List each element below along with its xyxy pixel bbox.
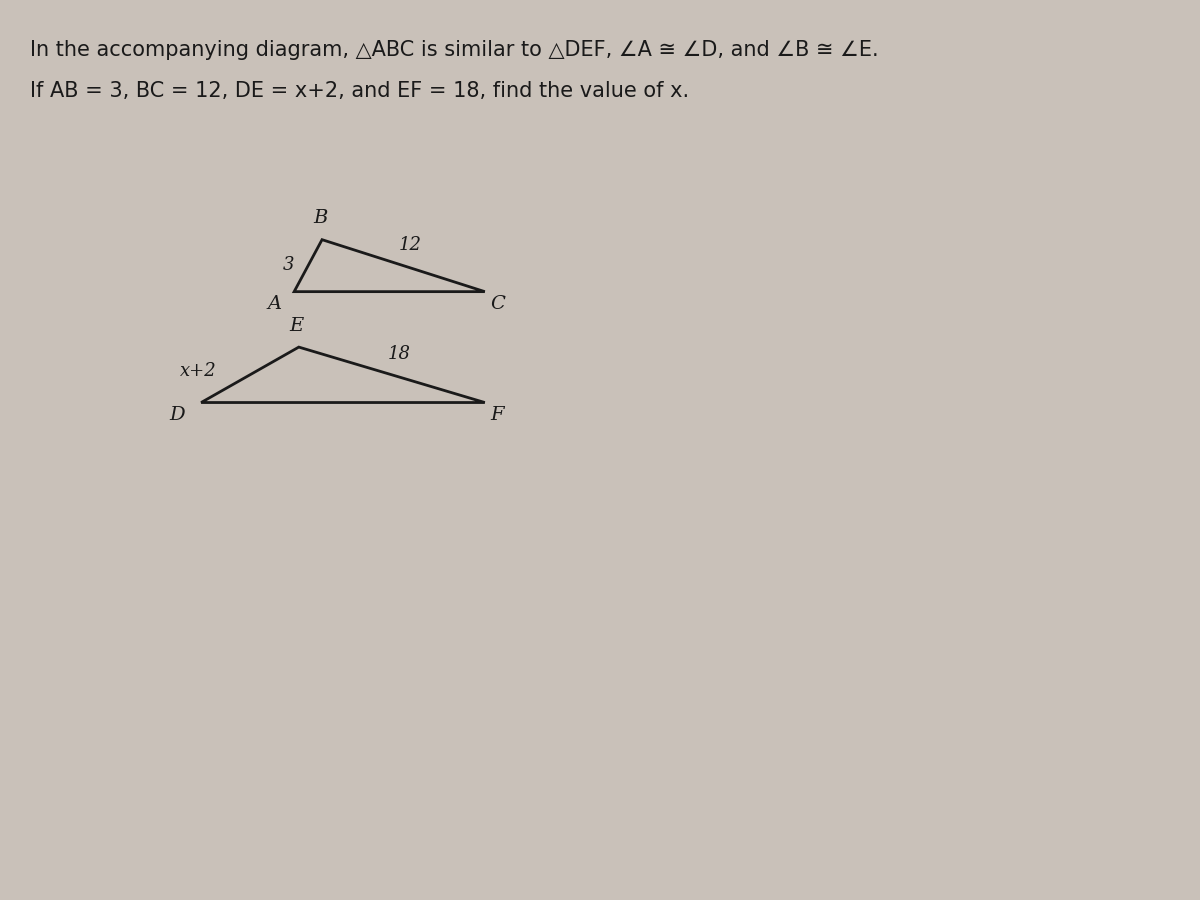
Text: D: D	[169, 406, 185, 424]
Text: x+2: x+2	[180, 363, 217, 381]
Text: B: B	[313, 209, 328, 227]
Text: If AB = 3, BC = 12, DE = x+2, and EF = 18, find the value of x.: If AB = 3, BC = 12, DE = x+2, and EF = 1…	[30, 81, 689, 101]
Text: 12: 12	[398, 236, 422, 254]
Text: A: A	[268, 295, 282, 313]
Text: C: C	[491, 295, 505, 313]
Text: 3: 3	[283, 256, 294, 274]
Text: 18: 18	[388, 345, 410, 363]
Text: E: E	[289, 318, 304, 336]
Text: F: F	[491, 406, 504, 424]
Text: In the accompanying diagram, △ABC is similar to △DEF, ∠A ≅ ∠D, and ∠B ≅ ∠E.: In the accompanying diagram, △ABC is sim…	[30, 40, 878, 60]
